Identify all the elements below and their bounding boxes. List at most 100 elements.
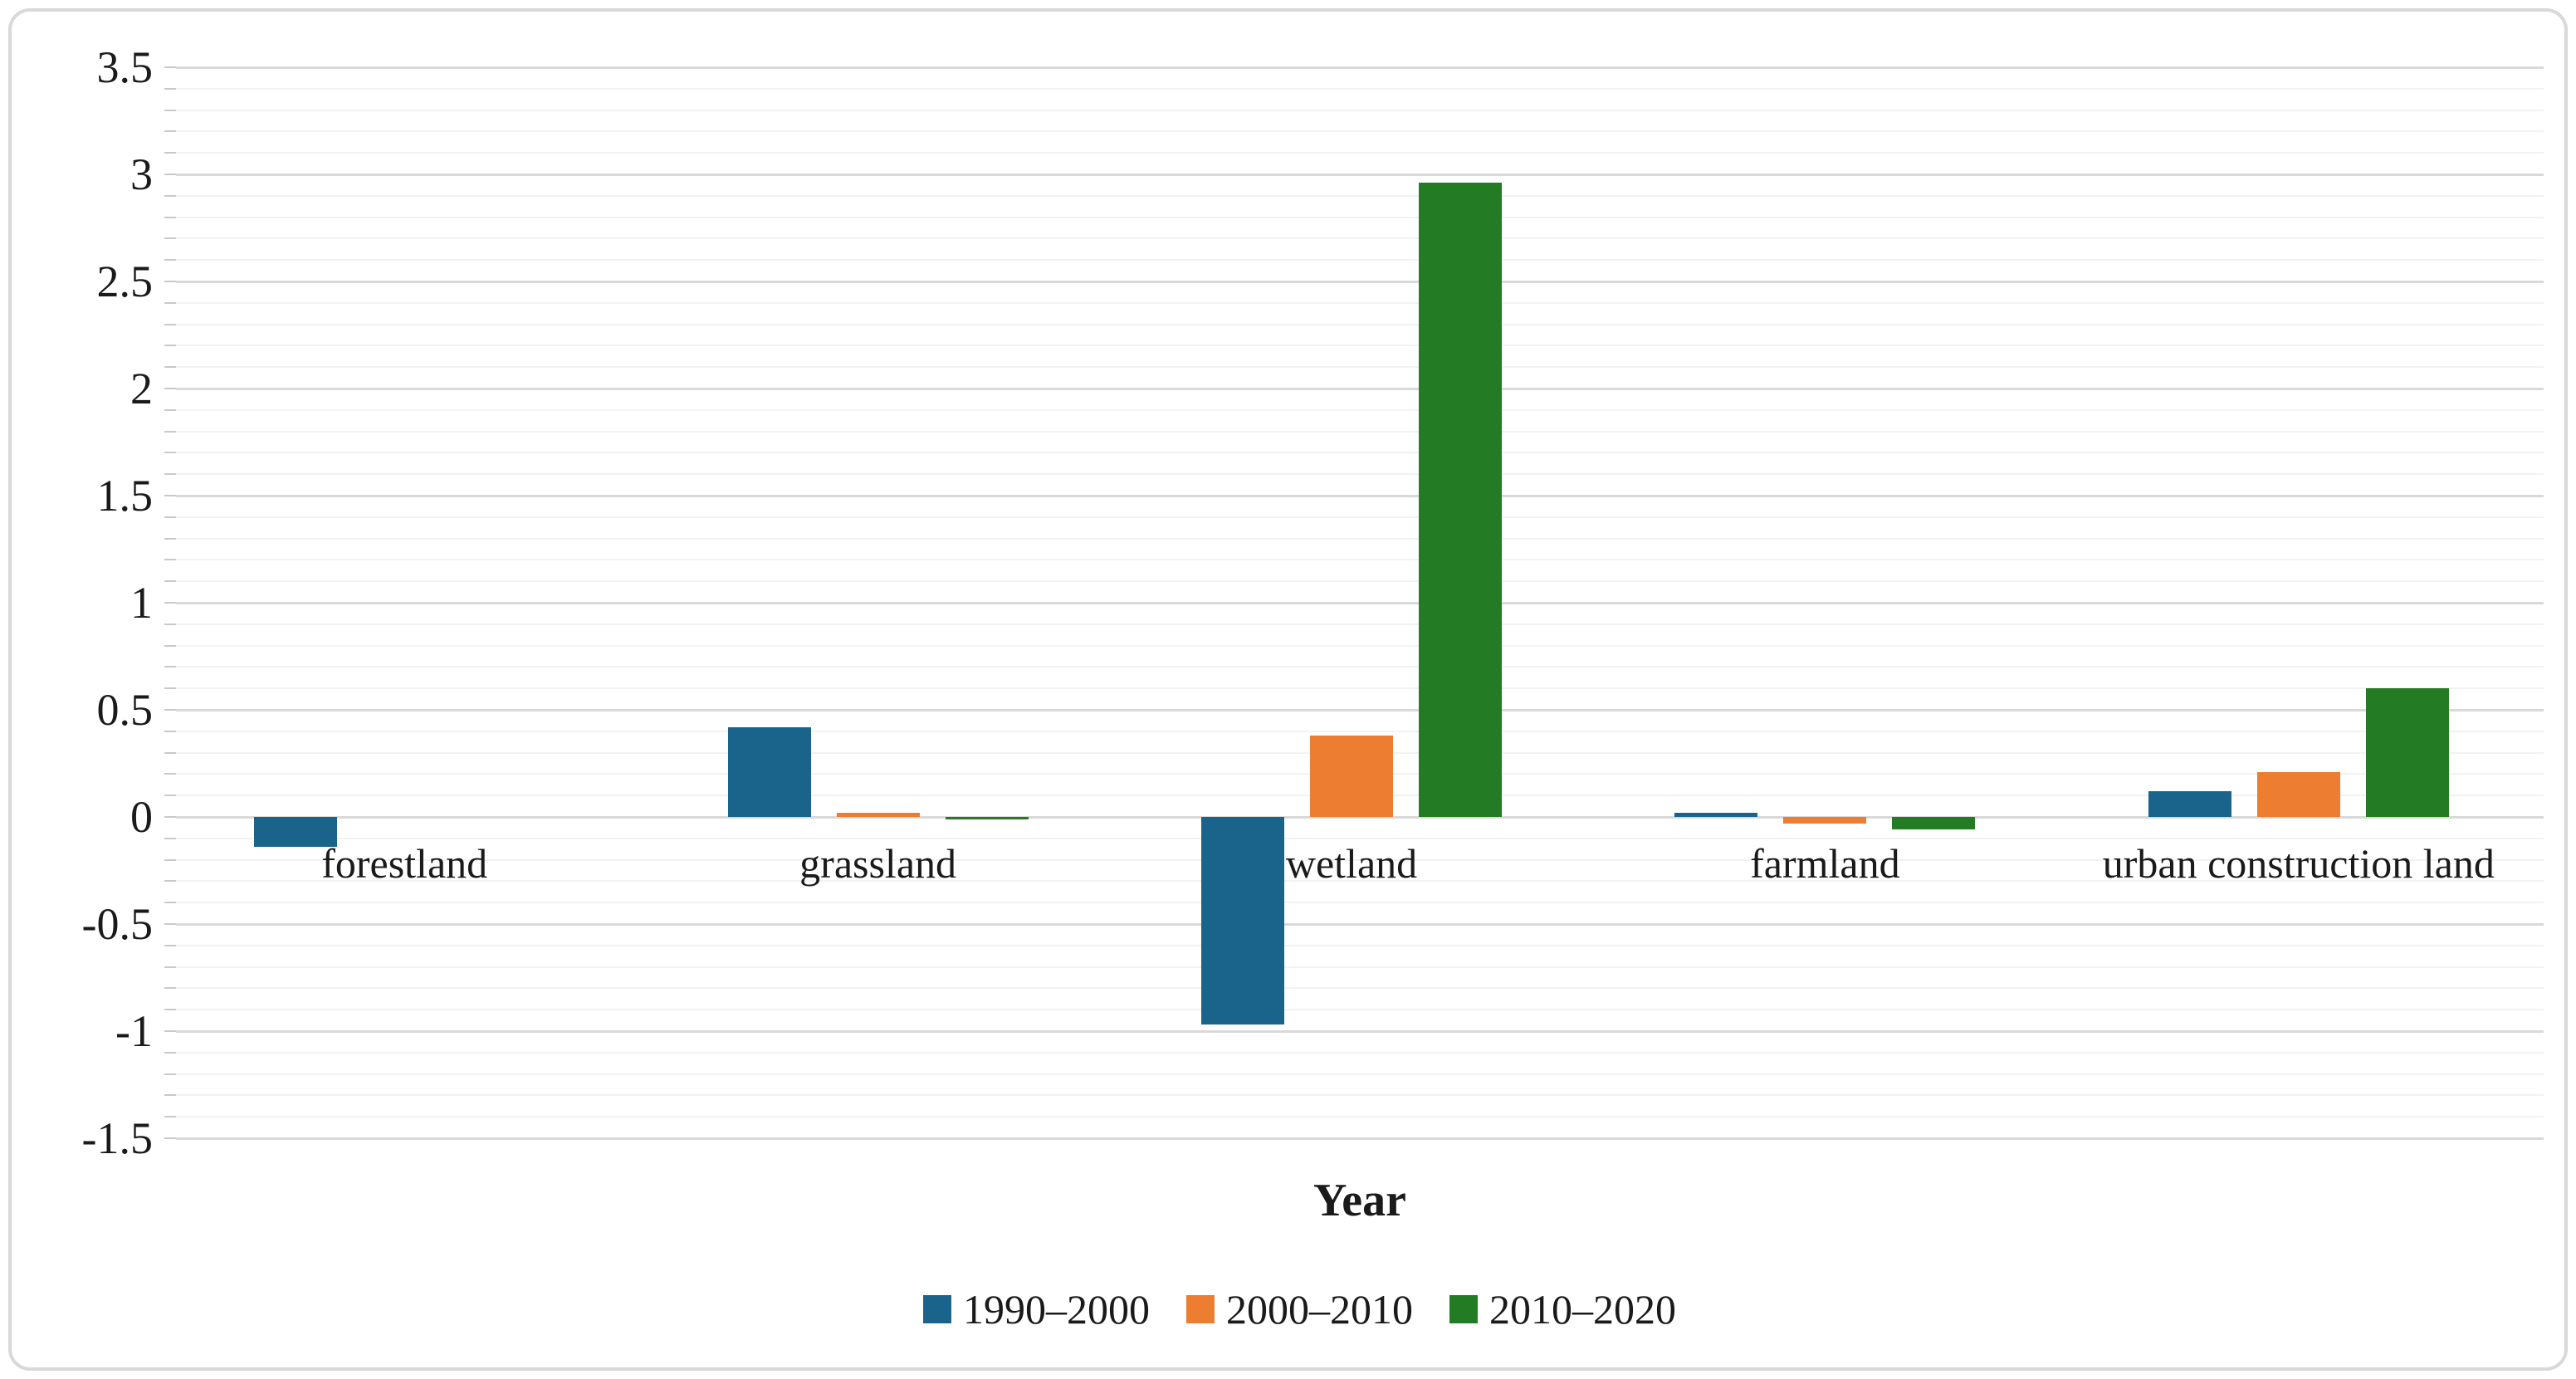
gridline-minor — [176, 109, 2544, 111]
y-axis-minor-tick — [164, 174, 176, 175]
gridline-major — [176, 1137, 2544, 1140]
gridline-minor — [176, 837, 2544, 839]
gridline-minor — [176, 216, 2544, 218]
legend-swatch-icon — [1186, 1295, 1215, 1323]
gridline-minor — [176, 687, 2544, 690]
x-category-label: grassland — [799, 840, 957, 887]
x-category-label: wetland — [1285, 840, 1418, 887]
y-axis-minor-tick — [164, 66, 176, 68]
y-axis-minor-tick — [164, 1051, 176, 1054]
bar-farmland-2000–2010 — [1783, 817, 1867, 824]
gridline-minor — [176, 966, 2544, 968]
y-tick-label: -1.5 — [81, 1113, 153, 1163]
gridline-minor — [176, 1073, 2544, 1075]
gridline-minor — [176, 87, 2544, 90]
gridline-major — [176, 922, 2544, 926]
gridline-major — [176, 708, 2544, 712]
y-axis-minor-tick — [164, 1094, 176, 1097]
x-category-label: forestland — [321, 840, 488, 887]
legend: 1990–2000 2000–2010 2010–2020 — [12, 1287, 2576, 1332]
bar-grassland-2010–2020 — [945, 817, 1029, 819]
y-axis-minor-tick — [164, 473, 176, 476]
y-axis-minor-tick — [164, 1009, 176, 1011]
gridline-major — [176, 280, 2544, 283]
y-axis-minor-tick — [164, 709, 176, 711]
gridline-minor — [176, 194, 2544, 197]
gridline-minor — [176, 644, 2544, 647]
gridline-minor — [176, 130, 2544, 133]
y-tick-label: 3 — [130, 149, 153, 199]
gridline-minor — [176, 666, 2544, 668]
y-axis-minor-tick — [164, 858, 176, 861]
y-axis-minor-tick — [164, 516, 176, 518]
bar-urban-construction-land-1990–2000 — [2148, 791, 2231, 817]
y-axis-minor-tick — [164, 623, 176, 625]
y-axis-minor-tick — [164, 559, 176, 561]
gridline-minor — [176, 301, 2544, 304]
y-axis-minor-tick — [164, 580, 176, 583]
legend-label: 2000–2010 — [1226, 1286, 1413, 1333]
y-axis-minor-tick — [164, 944, 176, 946]
gridline-minor — [176, 323, 2544, 325]
x-category-label: urban construction land — [2102, 840, 2495, 887]
y-axis-minor-tick — [164, 87, 176, 90]
gridline-minor — [176, 345, 2544, 347]
legend-item: 2000–2010 — [1186, 1287, 1413, 1332]
bar-wetland-1990–2000 — [1201, 817, 1284, 1025]
y-axis-minor-tick — [164, 1116, 176, 1118]
gridline-minor — [176, 237, 2544, 240]
legend-item: 2010–2020 — [1449, 1287, 1676, 1332]
y-tick-label: -0.5 — [81, 899, 153, 949]
y-axis-minor-tick — [164, 602, 176, 604]
legend-item: 1990–2000 — [923, 1287, 1150, 1332]
y-axis-minor-tick — [164, 837, 176, 839]
bar-wetland-2010–2020 — [1419, 183, 1502, 817]
gridline-minor — [176, 987, 2544, 990]
legend-swatch-icon — [923, 1295, 951, 1323]
y-axis-minor-tick — [164, 259, 176, 262]
gridline-minor — [176, 1116, 2544, 1118]
x-category-label: farmland — [1750, 840, 1900, 887]
y-axis-minor-tick — [164, 323, 176, 325]
y-axis-minor-tick — [164, 152, 176, 154]
y-axis-minor-tick — [164, 430, 176, 433]
gridline-minor — [176, 858, 2544, 861]
y-tick-label: 1.5 — [96, 471, 154, 521]
bar-urban-construction-land-2010–2020 — [2365, 688, 2449, 817]
gridline-minor — [176, 1009, 2544, 1011]
gridline-minor — [176, 452, 2544, 454]
y-axis-minor-tick — [164, 773, 176, 775]
legend-label: 1990–2000 — [963, 1286, 1150, 1333]
y-tick-label: 2.5 — [96, 257, 154, 306]
x-axis-title: Year — [1313, 1175, 1406, 1226]
y-tick-label: 2 — [130, 364, 153, 413]
y-axis-minor-tick — [164, 880, 176, 883]
y-axis-minor-tick — [164, 730, 176, 732]
gridline-major — [176, 601, 2544, 604]
gridline-minor — [176, 944, 2544, 946]
y-axis-minor-tick — [164, 216, 176, 218]
y-axis-minor-tick — [164, 1137, 176, 1139]
y-axis-minor-tick — [164, 194, 176, 197]
y-tick-label: 0 — [130, 792, 153, 842]
bar-urban-construction-land-2000–2010 — [2256, 771, 2340, 817]
y-tick-label: -1 — [115, 1006, 153, 1056]
gridline-minor — [176, 259, 2544, 262]
y-axis-minor-tick — [164, 923, 176, 925]
y-axis-minor-tick — [164, 495, 176, 496]
y-axis-minor-tick — [164, 388, 176, 389]
y-axis-minor-tick — [164, 109, 176, 111]
legend-swatch-icon — [1449, 1295, 1478, 1323]
bar-grassland-2000–2010 — [836, 812, 920, 817]
gridline-minor — [176, 516, 2544, 518]
gridline-major — [176, 815, 2544, 819]
y-axis-minor-tick — [164, 537, 176, 540]
bar-farmland-2010–2020 — [1892, 817, 1976, 830]
gridline-minor — [176, 559, 2544, 561]
y-axis-minor-tick — [164, 130, 176, 133]
bar-grassland-1990–2000 — [727, 726, 811, 817]
gridline-minor — [176, 537, 2544, 540]
y-axis-minor-tick — [164, 1073, 176, 1075]
gridline-minor — [176, 473, 2544, 476]
y-axis-minor-tick — [164, 452, 176, 454]
